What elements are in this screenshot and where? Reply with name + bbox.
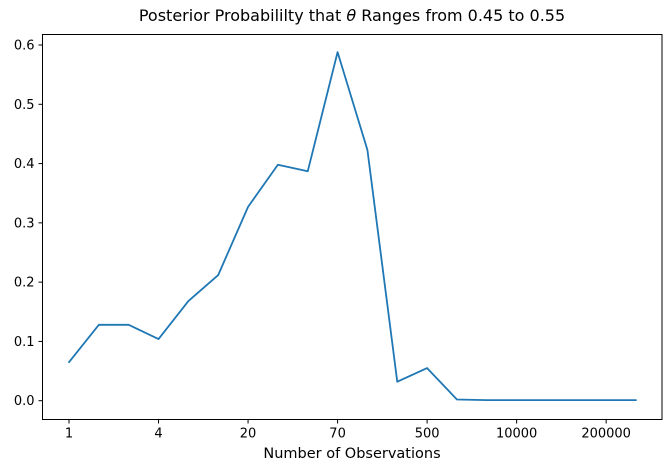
x-tick-label: 1: [65, 427, 73, 442]
theta-symbol: θ: [346, 6, 357, 25]
y-tick-label: 0.3: [14, 216, 35, 231]
x-tick-label: 20: [240, 427, 257, 442]
posterior-line: [68, 51, 637, 402]
chart-title: Posterior Probabililty that θ Ranges fro…: [42, 5, 662, 26]
chart-title-text-after: Ranges from 0.45 to 0.55: [356, 6, 566, 25]
x-axis-label: Number of Observations: [263, 446, 441, 462]
x-tick-label: 10000: [496, 427, 537, 442]
x-tick-label: 4: [154, 427, 162, 442]
x-tick-label: 70: [329, 427, 346, 442]
x-tick-label: 200000: [581, 427, 631, 442]
chart-title-text-before: Posterior Probabililty that: [138, 6, 347, 25]
y-tick-label: 0.1: [14, 335, 35, 350]
y-tick-label: 0.4: [14, 157, 35, 172]
y-tick-label: 0.0: [14, 394, 35, 409]
y-tick-label: 0.5: [14, 98, 35, 113]
x-tick-label: 500: [415, 427, 440, 442]
y-tick-label: 0.6: [14, 39, 35, 54]
y-tick-label: 0.2: [14, 276, 35, 291]
axes-frame: [42, 34, 663, 420]
